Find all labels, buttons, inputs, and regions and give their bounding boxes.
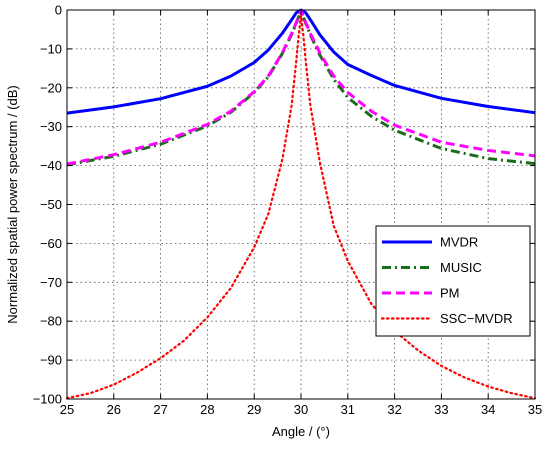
x-tick-label: 35 [528,402,542,417]
x-tick-label: 30 [294,402,308,417]
y-tick-label: −60 [40,236,62,251]
x-tick-label: 33 [434,402,448,417]
legend-entry-label: MUSIC [440,260,482,275]
x-tick-label: 34 [481,402,495,417]
legend-entry-label: SSC−MVDR [440,311,513,326]
x-tick-label: 31 [341,402,355,417]
label-layer: 25 26 27 28 29 30 31 32 33 34 35 0 −10 −20 −30 −40 −50 −6… [5,3,542,440]
x-axis-label: Angle / (°) [272,424,330,439]
x-tick-label: 28 [200,402,214,417]
legend-entry-label: PM [440,286,460,301]
y-tick-label: −10 [40,41,62,56]
y-tick-label: −20 [40,80,62,95]
x-tick-label: 26 [107,402,121,417]
y-tick-label: −90 [40,353,62,368]
y-tick-label: −100 [33,392,62,407]
grid-layer [67,10,535,399]
x-tick-label: 32 [387,402,401,417]
y-tick-label: −70 [40,275,62,290]
y-tick-label: −40 [40,158,62,173]
legend-entry-label: MVDR [440,235,478,250]
y-tick-label: −30 [40,119,62,134]
y-tick-label: −50 [40,197,62,212]
series-line-ssc-mvdr [65,14,537,400]
y-tick-label: −80 [40,314,62,329]
y-tick-label: 0 [55,3,62,18]
x-tick-label: 29 [247,402,261,417]
x-tick-label: 25 [60,402,74,417]
tick-layer [66,9,536,400]
y-axis-label: Normalized spatial power spectrum / (dB) [5,85,20,323]
x-tick-label: 27 [153,402,167,417]
legend: MVDR MUSIC PM SSC−MVDR [375,225,531,337]
